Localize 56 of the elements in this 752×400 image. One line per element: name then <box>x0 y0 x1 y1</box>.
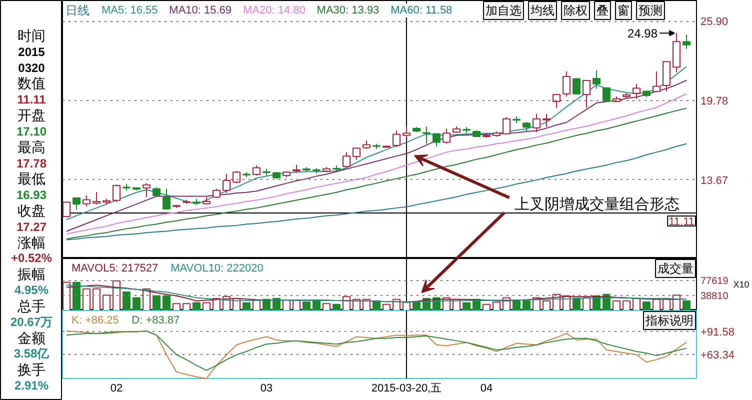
text: 振幅 <box>18 266 46 282</box>
text: +0.52% <box>10 251 52 266</box>
x-tick-label: 04 <box>480 382 493 394</box>
y-tick-label: 25.90 <box>700 16 728 28</box>
annotation: 预测 <box>638 4 662 18</box>
y-tick-label: 13.67 <box>700 174 728 187</box>
text: 开盘 <box>18 107 46 124</box>
x-tick-label: 2015-03-20,五 <box>371 382 442 394</box>
text: MA30: 13.93 <box>316 4 380 16</box>
text: MA5: 16.55 <box>102 4 158 16</box>
x-tick-label: 02 <box>110 382 123 394</box>
annotation: 叠 <box>596 4 608 18</box>
text: 金额 <box>18 330 46 346</box>
text: 20.67万 <box>10 314 53 329</box>
series-label: MAVOL5: 217527 <box>72 262 158 274</box>
annotation: 上叉阴增成交量组合形态 <box>514 196 680 214</box>
annotation: 窗 <box>618 4 630 18</box>
text: 最高 <box>18 138 46 155</box>
text: 涨幅 <box>18 234 46 250</box>
text: 3.58亿 <box>14 346 50 361</box>
ref-line-label: 11.11 <box>668 216 695 228</box>
x-tick-label: 03 <box>260 382 273 394</box>
text: 2.91% <box>14 378 49 392</box>
text: 总手 <box>16 298 46 314</box>
text: MA60: 11.58 <box>390 4 452 16</box>
y-axis-title: X10 <box>733 280 750 290</box>
series-label: D: +83.87 <box>132 314 180 326</box>
text: 17.78 <box>16 156 47 170</box>
text: 17.10 <box>16 124 47 138</box>
chart-title: 日线 <box>66 4 90 18</box>
annotation: 成交量 <box>658 262 694 276</box>
series-label: K: +86.25 <box>72 314 119 326</box>
text: 收盘 <box>18 202 46 218</box>
annotation: 指标说明 <box>644 314 694 328</box>
y-tick-label: +63.34 <box>700 349 734 362</box>
text: 0320 <box>18 60 46 75</box>
y-tick-label: 19.78 <box>700 96 728 108</box>
text: 时间 <box>18 28 46 44</box>
y-tick-label: +91.58 <box>700 326 734 338</box>
text: 2015 <box>18 44 46 59</box>
text: 16.93 <box>16 188 47 202</box>
text: MA20: 14.80 <box>242 4 306 16</box>
y-tick-label: 77619 <box>700 276 729 288</box>
text: 换手 <box>18 362 46 378</box>
annotation: 24.98 <box>627 26 658 41</box>
y-tick-label: 38810 <box>700 291 729 302</box>
annotation: 除权 <box>564 4 588 18</box>
annotation: 均线 <box>530 4 554 18</box>
annotation: 加自选 <box>486 4 522 18</box>
text: MA10: 15.69 <box>169 4 232 16</box>
text: 17.27 <box>16 220 47 234</box>
series-label: MAVOL10: 222020 <box>170 262 264 274</box>
text: 4.95% <box>14 283 49 298</box>
text: 数值 <box>18 75 46 92</box>
text: 11.11 <box>17 92 46 107</box>
text: 最低 <box>18 170 46 187</box>
